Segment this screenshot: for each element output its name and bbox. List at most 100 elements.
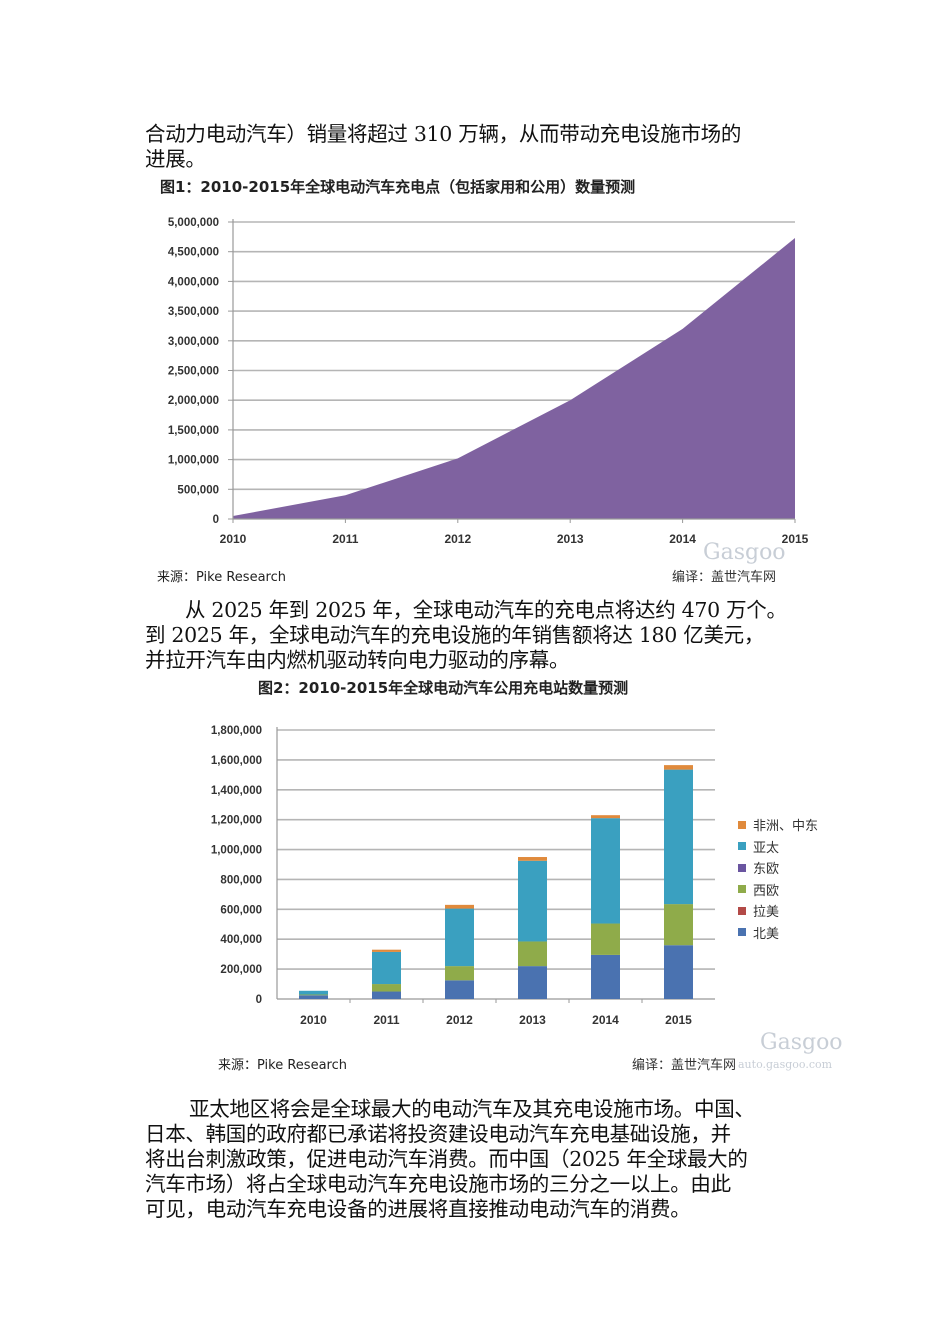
bar-segment	[372, 984, 401, 992]
figure-1-title: 图1：2010-2015年全球电动汽车充电点（包括家用和公用）数量预测	[160, 178, 636, 196]
y-tick-label: 1,800,000	[211, 725, 262, 737]
bar-segment	[372, 991, 401, 999]
y-tick-label: 1,000,000	[168, 455, 219, 467]
paragraph-line: 亚太地区将会是全球最大的电动汽车及其充电设施市场。中国、	[189, 1097, 755, 1121]
bar-segment	[299, 990, 328, 995]
area-series	[233, 238, 795, 519]
x-tick-label: 2013	[557, 532, 584, 546]
y-tick-label: 1,200,000	[211, 815, 262, 827]
y-tick-label: 200,000	[220, 964, 262, 976]
legend-item: 西欧	[738, 879, 818, 901]
y-tick-label: 0	[213, 514, 219, 526]
x-tick-label: 2014	[669, 532, 696, 546]
y-tick-label: 800,000	[220, 874, 262, 886]
legend-label: 亚太	[753, 840, 780, 856]
gasgoo-watermark-logo: Gasgoo	[760, 1030, 843, 1055]
bar-segment	[518, 966, 547, 999]
figure-2-credit: 编译：盖世汽车网	[632, 1058, 737, 1073]
x-tick-label: 2010	[300, 1013, 327, 1027]
y-tick-label: 2,500,000	[168, 366, 219, 378]
area-chart-canvas: 0 500,000 1,000,000 1,500,000 2,000,000 2,500…	[168, 217, 809, 546]
x-tick-label: 2011	[332, 532, 358, 546]
figure-2-source: 来源：Pike Research	[218, 1058, 347, 1073]
bar-segment	[591, 815, 620, 819]
y-tick-label: 3,500,000	[168, 306, 219, 318]
x-tick-label: 2012	[446, 1013, 473, 1027]
legend-swatch-icon	[738, 928, 746, 937]
y-tick-label: 1,400,000	[211, 785, 262, 797]
x-tick-label: 2011	[373, 1013, 399, 1027]
gasgoo-watermark-logo: Gasgoo	[703, 540, 786, 565]
bar-segment	[518, 857, 547, 861]
legend-item: 北美	[738, 922, 818, 944]
bar-segment	[664, 945, 693, 999]
y-tick-label: 400,000	[220, 934, 262, 946]
bar-segment	[664, 765, 693, 770]
legend-label: 西欧	[753, 883, 780, 899]
bar-segment	[445, 966, 474, 981]
paragraph-line: 到 2025 年，全球电动汽车的充电设施的年销售额将达 180 亿美元，	[145, 623, 765, 647]
legend-swatch-icon	[738, 863, 746, 872]
x-tick-label: 2015	[782, 532, 809, 546]
figure-2-title: 图2：2010-2015年全球电动汽车公用充电站数量预测	[258, 679, 629, 697]
paragraph-line: 将出台刺激政策，促进电动汽车消费。而中国（2025 年全球最大的	[145, 1147, 748, 1171]
legend-item: 东欧	[738, 857, 818, 879]
paragraph-line: 合动力电动汽车）销量将超过 310 万辆，从而带动充电设施市场的	[145, 122, 742, 146]
y-tick-label: 1,500,000	[168, 425, 219, 437]
y-tick-label: 0	[256, 994, 262, 1006]
figure-1-credit: 编译：盖世汽车网	[672, 570, 777, 585]
paragraph-line: 日本、韩国的政府都已承诺将投资建设电动汽车充电基础设施，并	[145, 1122, 731, 1146]
y-tick-label: 500,000	[177, 484, 219, 496]
bar-segment	[445, 904, 474, 909]
bar-chart-canvas: 0 200,000 400,000 600,000 800,000 1,000,000 1,…	[211, 725, 715, 1027]
x-tick-label: 2013	[519, 1013, 546, 1027]
y-tick-label: 5,000,000	[168, 217, 219, 229]
legend-label: 东欧	[753, 862, 780, 878]
figure-1-source: 来源：Pike Research	[157, 570, 286, 585]
paragraph-line: 汽车市场）将占全球电动汽车充电设施市场的三分之一以上。由此	[145, 1172, 731, 1196]
x-tick-label: 2015	[665, 1013, 692, 1027]
y-tick-label: 3,000,000	[168, 336, 219, 348]
paragraph-3: 亚太地区将会是全球最大的电动汽车及其充电设施市场。中国、 日本、韩国的政府都已承…	[145, 1097, 815, 1222]
y-tick-label: 4,500,000	[168, 247, 219, 259]
paragraph-line: 可见，电动汽车充电设备的进展将直接推动电动汽车的消费。	[145, 1197, 691, 1221]
legend-swatch-icon	[738, 885, 746, 894]
bar-segment	[299, 994, 328, 996]
x-tick-label: 2012	[444, 532, 471, 546]
bar-segment	[445, 908, 474, 967]
gasgoo-watermark-url: auto.gasgoo.com	[738, 1058, 833, 1071]
x-tick-label: 2010	[220, 532, 247, 546]
y-tick-label: 1,600,000	[211, 755, 262, 767]
legend-swatch-icon	[738, 906, 746, 915]
legend-item: 非洲、中东	[738, 814, 818, 836]
paragraph-2: 从 2025 年到 2025 年，全球电动汽车的充电点将达约 470 万个。 到…	[145, 598, 815, 673]
bar-segment	[518, 941, 547, 967]
y-tick-label: 2,000,000	[168, 395, 219, 407]
legend-swatch-icon	[738, 842, 746, 851]
figure-2-legend: 非洲、中东亚太东欧西欧拉美北美	[738, 814, 818, 943]
paragraph-line: 从 2025 年到 2025 年，全球电动汽车的充电点将达约 470 万个。	[185, 598, 787, 622]
paragraph-line: 并拉开汽车由内燃机驱动转向电力驱动的序幕。	[145, 648, 570, 672]
bar-segment	[664, 769, 693, 905]
y-tick-label: 600,000	[220, 904, 262, 916]
legend-swatch-icon	[738, 820, 746, 829]
bar-segment	[591, 818, 620, 924]
legend-label: 拉美	[753, 905, 780, 921]
bar-segment	[372, 949, 401, 952]
x-tick-label: 2014	[592, 1013, 619, 1027]
bar-segment	[518, 860, 547, 942]
y-tick-label: 1,000,000	[211, 845, 262, 857]
bar-segment	[591, 923, 620, 955]
figure-2-stacked-bar-chart: 0 200,000 400,000 600,000 800,000 1,000,000 1,…	[180, 715, 740, 1035]
bar-segment	[299, 995, 328, 999]
legend-label: 北美	[753, 926, 780, 942]
paragraph-1: 合动力电动汽车）销量将超过 310 万辆，从而带动充电设施市场的 进展。	[145, 122, 815, 172]
bar-segment	[664, 904, 693, 946]
legend-label: 非洲、中东	[753, 819, 819, 835]
legend-item: 拉美	[738, 900, 818, 922]
legend-item: 亚太	[738, 836, 818, 858]
bar-segment	[445, 980, 474, 999]
y-tick-label: 4,000,000	[168, 276, 219, 288]
bar-segment	[372, 951, 401, 985]
paragraph-line: 进展。	[145, 147, 206, 171]
